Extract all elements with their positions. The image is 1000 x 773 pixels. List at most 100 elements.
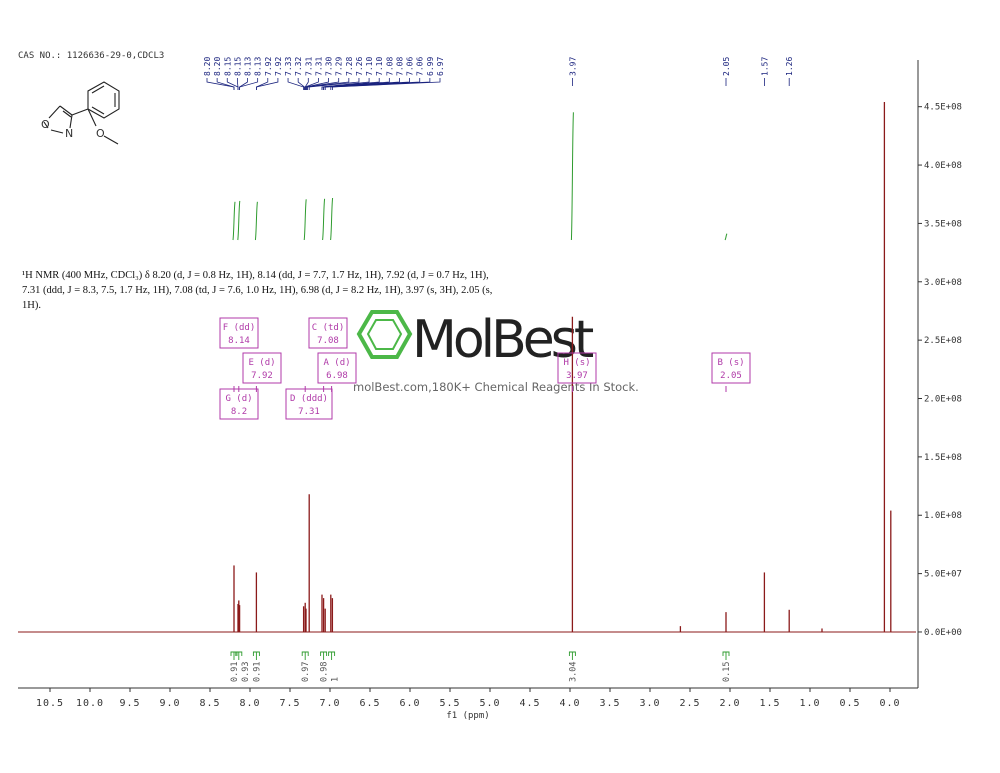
x-tick-label: 6.5 (359, 698, 380, 709)
peak-label-connector (308, 78, 360, 90)
peak-label: 7.33 (284, 57, 293, 76)
peak-label: 1.26 (785, 57, 794, 76)
atom-label: O (96, 127, 105, 140)
x-tick-label: 4.0 (559, 698, 580, 709)
structure (43, 81, 120, 145)
peak-label-connector (226, 78, 239, 90)
cas-title: CAS NO.: 1126636-29-0,CDCL3 (18, 51, 164, 61)
peak-label: 8.13 (254, 57, 263, 76)
peak-label-connector (332, 78, 441, 90)
integral-curve (254, 201, 258, 241)
atom-label: O (41, 118, 50, 131)
x-tick-label: 6.0 (399, 698, 420, 709)
x-tick-label: 9.5 (119, 698, 140, 709)
y-tick-label: 3.0E+08 (924, 278, 962, 288)
x-tick-label: 8.5 (199, 698, 220, 709)
peak-label: 7.31 (314, 57, 323, 76)
multiplet-shift: 6.98 (326, 371, 348, 381)
x-tick-label: 10.0 (76, 698, 104, 709)
peak-label: 2.05 (722, 57, 731, 76)
peak-label: 7.08 (385, 57, 394, 76)
x-axis-label: f1 (ppm) (446, 711, 489, 721)
multiplet-box (317, 352, 357, 384)
integral-bracket (722, 651, 730, 660)
multiplet-label: G (d) (225, 394, 252, 404)
integral-curve (570, 112, 574, 241)
peak-label: 7.28 (345, 57, 354, 76)
multiplet-box (711, 352, 751, 384)
x-tick-label: 5.0 (479, 698, 500, 709)
x-tick-label: 3.5 (599, 698, 620, 709)
integral-curve (330, 197, 334, 241)
multiplet-box (285, 388, 333, 420)
peak-label: 7.10 (375, 57, 384, 76)
peak-label-connector (206, 78, 235, 90)
x-tick-label: 1.0 (799, 698, 820, 709)
multiplet-label: D (ddd) (290, 394, 328, 404)
peak-label-connector (255, 78, 279, 90)
multiplet-shift: 7.08 (317, 336, 339, 346)
integral-label: 0.91 (230, 662, 240, 682)
peak-label: 7.30 (325, 57, 334, 76)
integral-curve (322, 198, 326, 241)
peak-label: 8.20 (203, 57, 212, 76)
peak-label-connector (321, 78, 380, 90)
peak-label: 7.08 (395, 57, 404, 76)
multiplet-shift: 7.92 (251, 371, 273, 381)
y-tick-label: 1.5E+08 (924, 453, 962, 463)
integral-curve (303, 199, 307, 241)
nmr-description: ¹H NMR (400 MHz, CDCl₃) δ 8.20 (d, J = 0… (22, 270, 493, 311)
peak-label: 7.26 (355, 57, 364, 76)
peak-label: 7.32 (294, 57, 303, 76)
integral-curve (237, 200, 241, 241)
x-tick-label: 0.0 (879, 698, 900, 709)
x-tick-label: 8.0 (239, 698, 260, 709)
peak-label-connector (297, 78, 305, 90)
multiplet-label: H (s) (563, 358, 590, 368)
x-tick-label: 5.5 (439, 698, 460, 709)
x-tick-label: 2.0 (719, 698, 740, 709)
peak-label: 7.06 (406, 57, 415, 76)
peak-label-connector (304, 78, 319, 90)
y-tick-label: 3.5E+08 (924, 219, 962, 229)
atom-label: N (65, 127, 73, 140)
y-tick-label: 5.0E+07 (924, 570, 962, 580)
peak-label: 7.92 (264, 57, 273, 76)
peak-label: 8.15 (233, 57, 242, 76)
integral-bracket (230, 651, 238, 660)
multiplet-shift: 2.05 (720, 371, 742, 381)
integral-label: 1 (331, 677, 341, 682)
peak-label: 7.31 (304, 57, 313, 76)
peak-label-connector (239, 78, 248, 90)
x-tick-label: 7.5 (279, 698, 300, 709)
peak-label-connector (307, 78, 350, 90)
y-tick-label: 4.5E+08 (924, 103, 962, 113)
x-tick-label: 1.5 (759, 698, 780, 709)
peak-label: 1.57 (760, 57, 769, 76)
multiplet-shift: 7.31 (298, 407, 320, 417)
multiplet-shift: 8.14 (228, 336, 250, 346)
multiplet-label: F (dd) (223, 323, 256, 333)
multiplet-box (242, 352, 282, 384)
y-tick-label: 2.5E+08 (924, 336, 962, 346)
multiplet-box (219, 388, 259, 420)
multiplet-box (219, 317, 259, 349)
logo-icon (356, 310, 413, 359)
y-tick-label: 4.0E+08 (924, 161, 962, 171)
peak-label: 8.20 (213, 57, 222, 76)
peak-label: 8.15 (223, 57, 232, 76)
multiplet-label: E (d) (248, 358, 275, 368)
peak-label-connector (287, 78, 304, 90)
x-tick-label: 0.5 (839, 698, 860, 709)
peak-label: 7.10 (365, 57, 374, 76)
peak-label-connector (239, 78, 259, 90)
y-tick-label: 0.0E+00 (924, 628, 962, 638)
integral-label: 0.15 (722, 662, 732, 682)
integral-label: 0.91 (252, 662, 262, 682)
multiplet-shift: 8.2 (231, 407, 247, 417)
peak-label: 8.13 (244, 57, 253, 76)
integral-bracket (301, 651, 309, 660)
multiplet-label: C (td) (312, 323, 345, 333)
multiplet-label: A (d) (323, 358, 350, 368)
